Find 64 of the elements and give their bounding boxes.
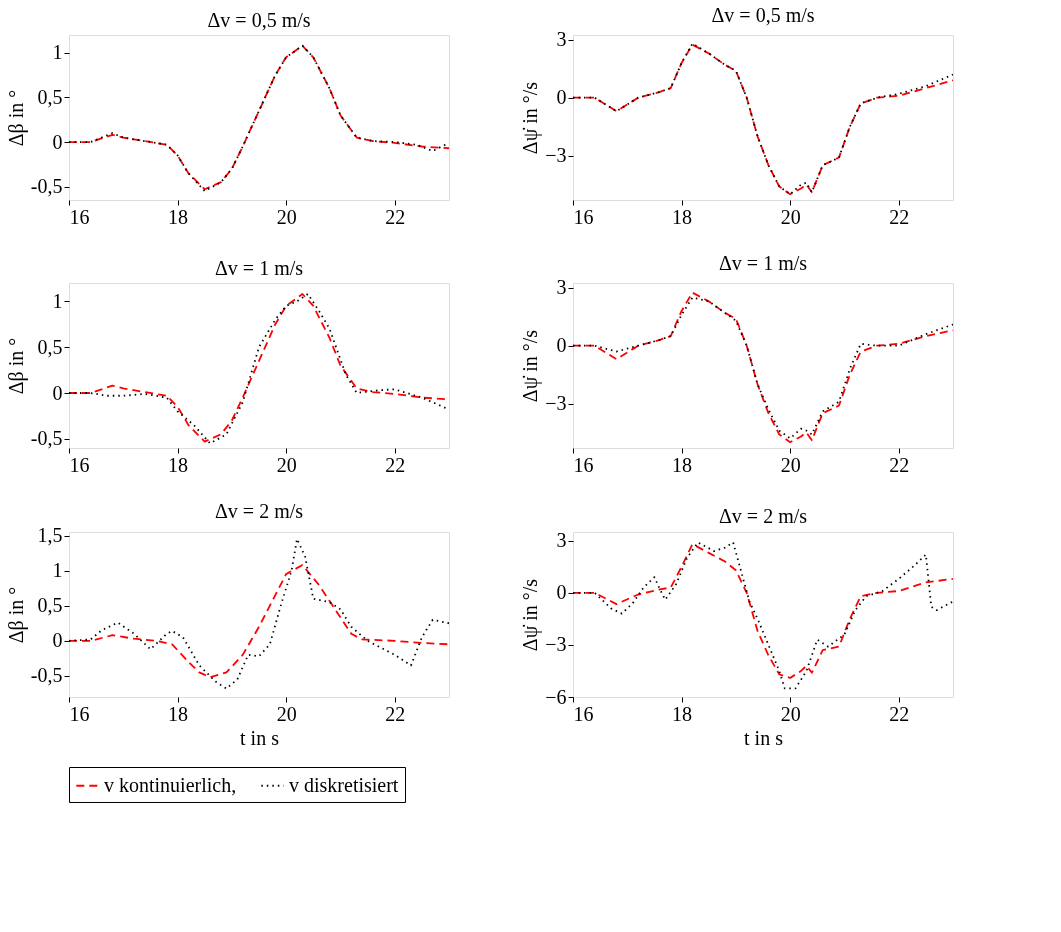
y-tick-label: 3 (556, 28, 567, 51)
chart-title: Δv = 0,5 m/s (711, 3, 815, 26)
y-axis-title: Δψ̇ in °/s (519, 81, 543, 155)
chart-title: Δv = 2 m/s (214, 499, 304, 522)
chart-title: Δv = 1 m/s (214, 257, 304, 279)
x-axis-title: t in s (744, 726, 784, 749)
x-tick-label: 22 (889, 205, 910, 228)
y-tick-label: 0 (556, 334, 567, 357)
chart-title: Δv = 0,5 m/s (207, 9, 311, 31)
x-tick-label: 16 (573, 702, 594, 725)
y-tick-label: −3 (545, 633, 567, 656)
y-axis-title: Δβ in ° (4, 89, 28, 147)
y-tick-label: -0,5 (30, 427, 63, 450)
x-tick-label: 18 (168, 702, 189, 725)
y-tick-label: 0 (556, 86, 567, 109)
x-tick-label: 18 (168, 453, 189, 476)
y-tick-label: −6 (545, 685, 567, 708)
x-tick-label: 18 (168, 205, 189, 228)
y-tick-label: 0,5 (37, 85, 63, 108)
x-axis-title: t in s (240, 726, 280, 749)
x-tick-label: 22 (385, 702, 406, 725)
chart-title: Δv = 2 m/s (718, 504, 808, 527)
legend-label: v diskretisiert (289, 773, 399, 796)
x-tick-label: 18 (672, 453, 693, 476)
y-axis-title: Δψ̇ in °/s (519, 329, 543, 403)
x-tick-label: 16 (573, 453, 594, 476)
x-tick-label: 20 (276, 453, 297, 476)
y-tick-label: 1 (52, 559, 63, 582)
y-tick-label: −3 (545, 144, 567, 167)
chart-title: Δv = 1 m/s (718, 251, 808, 274)
y-tick-label: 3 (556, 276, 567, 299)
y-tick-label: -0,5 (30, 175, 63, 198)
x-tick-label: 22 (889, 702, 910, 725)
y-tick-label: 1 (52, 41, 63, 64)
x-tick-label: 16 (69, 702, 90, 725)
y-tick-label: 0 (52, 629, 63, 652)
x-tick-label: 22 (385, 453, 406, 476)
x-tick-label: 20 (276, 702, 297, 725)
y-tick-label: 0 (556, 581, 567, 604)
y-tick-label: 0,5 (37, 335, 63, 358)
x-tick-label: 18 (672, 205, 693, 228)
y-axis-title: Δβ in ° (4, 586, 28, 644)
y-tick-label: −3 (545, 392, 567, 415)
y-tick-label: 0 (52, 130, 63, 153)
y-axis-title: Δβ in ° (4, 337, 28, 395)
x-tick-label: 22 (889, 453, 910, 476)
y-tick-label: 1 (52, 289, 63, 312)
y-tick-label: -0,5 (30, 664, 63, 687)
legend-label: v kontinuierlich, (104, 773, 237, 796)
x-tick-label: 16 (69, 205, 90, 228)
y-tick-label: 1,5 (37, 524, 63, 547)
x-tick-label: 16 (573, 205, 594, 228)
y-tick-label: 0 (52, 381, 63, 404)
x-tick-label: 18 (672, 702, 693, 725)
y-axis-title: Δψ̇ in °/s (519, 578, 543, 652)
x-tick-label: 20 (780, 702, 801, 725)
y-tick-label: 0,5 (37, 594, 63, 617)
x-tick-label: 22 (385, 205, 406, 228)
x-tick-label: 20 (276, 205, 297, 228)
x-tick-label: 20 (780, 453, 801, 476)
x-tick-label: 16 (69, 453, 90, 476)
line-series (69, 564, 449, 679)
y-tick-label: 3 (556, 529, 567, 552)
x-tick-label: 20 (780, 205, 801, 228)
